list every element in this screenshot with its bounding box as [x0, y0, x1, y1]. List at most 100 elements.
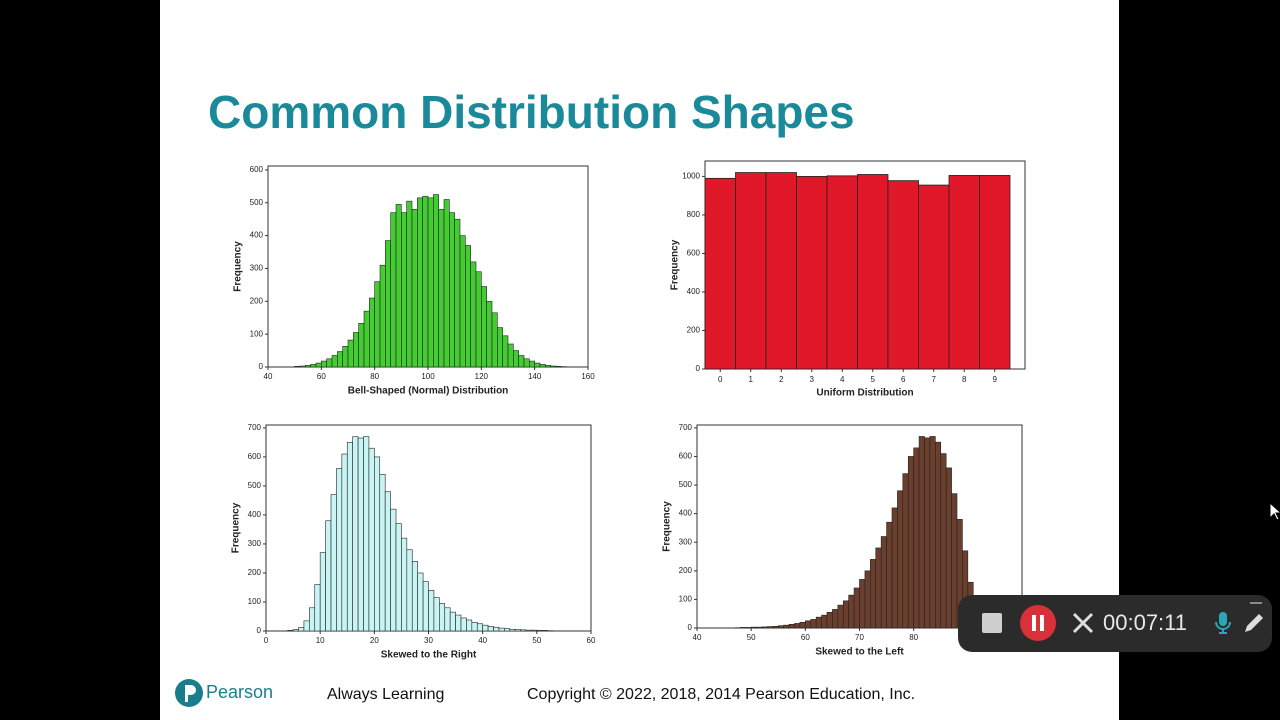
y-tick-label: 500 [250, 198, 264, 207]
y-tick-label: 200 [687, 326, 701, 335]
bar [918, 184, 950, 370]
bar [520, 629, 527, 632]
x-tick-label: 70 [855, 633, 864, 642]
y-tick-label: 500 [248, 481, 262, 490]
bar [550, 365, 557, 368]
bar [331, 355, 338, 368]
bar [422, 195, 429, 368]
bar [299, 365, 306, 368]
bar [475, 271, 482, 368]
x-tick-label: 7 [932, 375, 937, 384]
bar [379, 264, 386, 368]
bar [401, 537, 408, 632]
y-tick-label: 600 [250, 165, 264, 174]
bar [309, 607, 316, 632]
bar [455, 614, 462, 632]
bar [940, 453, 947, 629]
bar [555, 366, 562, 368]
bar [945, 467, 952, 629]
y-axis-label: Frequency [662, 501, 673, 552]
bar [880, 536, 887, 629]
bar [395, 204, 402, 368]
x-tick-label: 8 [962, 375, 967, 384]
bar [369, 297, 375, 368]
bar [374, 281, 381, 368]
y-axis-label: Frequency [231, 502, 242, 553]
bar [363, 310, 370, 368]
bar [470, 261, 477, 368]
bar [875, 547, 882, 629]
bar [460, 617, 467, 632]
mouse-cursor [1269, 501, 1280, 521]
cancel-button[interactable] [1072, 612, 1094, 634]
bar [821, 614, 828, 629]
x-tick-label: 40 [478, 636, 487, 645]
bar [536, 630, 543, 632]
bar [534, 362, 541, 368]
bar [799, 621, 806, 629]
bar [504, 628, 511, 632]
x-tick-label: 4 [840, 375, 845, 384]
y-tick-label: 200 [679, 566, 693, 575]
bar [810, 619, 817, 629]
y-tick-label: 200 [250, 296, 264, 305]
y-tick-label: 800 [687, 210, 701, 219]
bar [358, 323, 365, 368]
bar [837, 604, 844, 629]
bar [342, 346, 349, 368]
x-tick-label: 60 [587, 636, 596, 645]
bar [815, 616, 822, 629]
bar [347, 339, 354, 368]
bar [294, 366, 301, 368]
bar [864, 570, 871, 629]
x-tick-label: 40 [693, 633, 702, 642]
x-tick-label: 3 [810, 375, 815, 384]
y-tick-label: 0 [259, 362, 264, 371]
bar [310, 364, 317, 368]
bar [481, 286, 487, 368]
bar [750, 626, 757, 629]
bar [902, 473, 909, 629]
bar [502, 335, 509, 368]
bar [788, 623, 795, 629]
pause-button[interactable] [1020, 605, 1056, 641]
bar [897, 490, 904, 629]
bar [497, 327, 503, 368]
y-tick-label: 400 [248, 510, 262, 519]
bar [518, 355, 525, 368]
bar [541, 630, 548, 632]
bar [449, 212, 455, 368]
y-tick-label: 1000 [682, 172, 700, 181]
bar [826, 175, 858, 370]
bar [777, 625, 784, 629]
y-tick-label: 200 [248, 568, 262, 577]
x-axis-label: Bell-Shaped (Normal) Distribution [348, 386, 509, 397]
y-tick-label: 500 [679, 480, 693, 489]
bar [428, 590, 435, 632]
bar [545, 365, 551, 368]
stop-button[interactable] [982, 613, 1002, 633]
x-tick-label: 100 [421, 372, 435, 381]
bar [465, 245, 471, 368]
x-tick-label: 2 [779, 375, 784, 384]
y-tick-label: 100 [250, 329, 264, 338]
bar [913, 447, 920, 629]
bar [444, 607, 451, 632]
bar [433, 194, 439, 368]
bar [433, 597, 440, 632]
bar [514, 629, 521, 632]
logo-mark [185, 685, 196, 702]
bar [319, 552, 326, 632]
x-axis-label: Skewed to the Left [815, 647, 904, 658]
bar [427, 197, 434, 368]
bar [796, 176, 828, 370]
bar [886, 521, 893, 629]
bar [761, 626, 768, 629]
bar [735, 172, 767, 370]
bar [314, 584, 321, 632]
y-axis-label: Frequency [670, 239, 681, 290]
bar [853, 587, 860, 629]
mic-button[interactable] [1219, 612, 1227, 626]
pen-button[interactable] [1245, 614, 1263, 632]
